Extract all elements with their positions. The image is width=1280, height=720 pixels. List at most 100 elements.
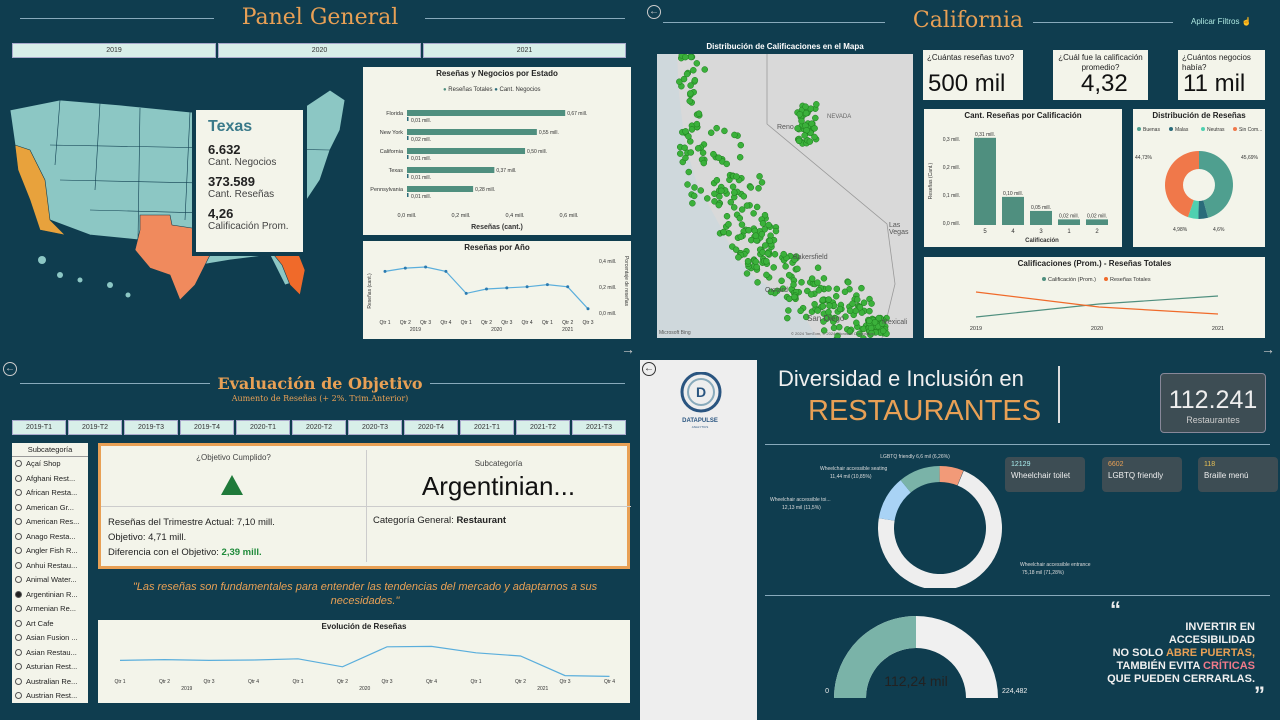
slicer-item[interactable]: Afghani Rest... [12,472,88,487]
map-point [798,279,805,286]
quarter-tab-2020-T4[interactable]: 2020-T4 [404,420,458,435]
donut-slice [1187,200,1199,219]
map-point [832,293,840,300]
bar-negocios [407,136,409,140]
back-icon-3[interactable]: ← [3,362,17,376]
subcategoria-slicer[interactable]: Subcategoría Açaí Shop Afghani Rest... Afr… [12,443,88,703]
quarter-tab-2020-T2[interactable]: 2020-T2 [292,420,346,435]
slicer-item[interactable]: American Gr... [12,501,88,516]
california-title: California [912,8,1024,33]
subcat-title: Subcategoría [474,459,523,468]
slicer-item[interactable]: Austrian Rest... [12,689,88,704]
radio-button[interactable] [15,518,22,525]
stat-box: 6602 LGBTQ friendly [1102,457,1182,492]
restaurantes-gauge[interactable]: 112,24 mil 0 224,482 [820,610,1040,710]
slicer-item[interactable]: Asian Restau... [12,646,88,661]
quarter-tab-2019-T3[interactable]: 2019-T3 [124,420,178,435]
slicer-item-label: Australian Re... [26,676,78,686]
year-tab-2021[interactable]: 2021 [423,43,626,58]
states-bar-chart[interactable]: Reseñas y Negocios por Estado ● Reseñas … [363,67,631,235]
radio-button[interactable] [15,576,22,583]
apply-filters-button[interactable]: Aplicar Filtros ☝ [1191,17,1252,26]
slicer-item[interactable]: Art Cafe [12,617,88,632]
map-point [681,144,688,152]
slicer-item[interactable]: Asturian Rest... [12,660,88,675]
evo-quarter: Qtr 4 [426,679,437,685]
radio-button[interactable] [15,619,22,627]
radio-button[interactable] [15,503,22,511]
rating-cat: 3 [1039,229,1043,235]
slicer-item[interactable]: American Res... [12,515,88,530]
rating-chart[interactable]: Cant. Reseñas por Calificación 0,3 mill.… [924,109,1122,247]
map-point [697,187,705,194]
quarter-label: Qtr 2 [562,320,573,326]
map-point [778,277,785,285]
next-arrow-2[interactable]: → [1261,341,1275,357]
map-point [853,296,861,303]
quarter-tab-2019-T2[interactable]: 2019-T2 [68,420,122,435]
quarter-label: Qtr 1 [542,320,553,326]
quarter-tab-2020-T1[interactable]: 2020-T1 [236,420,290,435]
resenas-year-chart[interactable]: Reseñas por Año Qtr 1 Qtr 2 Qtr 3 Qtr 4 Qtr … [363,241,631,339]
radio-button[interactable] [15,460,22,467]
slicer-item[interactable]: Açaí Shop [12,457,88,472]
quarter-tab-2021-T3[interactable]: 2021-T3 [572,420,626,435]
map-point [758,179,766,186]
slicer-item[interactable]: Armenian Re... [12,602,88,617]
radio-button[interactable] [15,692,22,699]
donut-label: LGBTQ friendly 6,6 mil (6,26%) [880,454,950,460]
map-point [808,120,815,127]
radio-button[interactable] [15,489,22,496]
slicer-item[interactable]: Argentinian R... [12,588,88,603]
year-tab-2020[interactable]: 2020 [218,43,421,58]
radio-button[interactable] [15,663,22,670]
map-point [713,124,720,132]
radio-button[interactable] [15,590,22,598]
radio-button[interactable] [15,634,22,641]
kpi-negocios-v: 11 mil [1183,70,1246,97]
quarter-tab-2019-T4[interactable]: 2019-T4 [180,420,234,435]
slicer-item[interactable]: African Resta... [12,486,88,501]
evaluacion-title: Evaluación de Objetivo [217,374,423,393]
map-point [833,285,841,293]
back-icon[interactable]: ← [647,5,661,19]
inclusion-slice [878,480,911,521]
radio-button[interactable] [15,561,22,569]
radio-button[interactable] [15,605,22,612]
slicer-item-label: Asian Restau... [26,647,77,657]
quarter-tab-2020-T3[interactable]: 2020-T3 [348,420,402,435]
quarter-tab-2021-T2[interactable]: 2021-T2 [516,420,570,435]
radio-button[interactable] [15,648,22,656]
slicer-item[interactable]: Asian Fusion ... [12,631,88,646]
radio-button[interactable] [15,677,22,685]
next-arrow[interactable]: → [621,341,635,357]
quarter-tab-2019-T1[interactable]: 2019-T1 [12,420,66,435]
evolucion-chart[interactable]: Evolución de Reseñas Qtr 1 Qtr 2 Qtr 3 Qtr … [98,620,630,703]
map-point [846,328,854,335]
inclusion-donut[interactable]: LGBTQ friendly 6,6 mil (6,26%) Wheelchair… [760,448,1140,588]
year-tab-2019[interactable]: 2019 [12,43,216,58]
slicer-item[interactable]: Anhui Restau... [12,559,88,574]
california-map[interactable]: Distribución de Calificaciones en el Map… [657,42,913,338]
combo-chart[interactable]: Calificaciones (Prom.) - Reseñas Totales… [924,257,1265,338]
slicer-item-label: Asturian Rest... [26,662,78,671]
map-point [691,76,699,84]
distribution-donut[interactable]: Distribución de Reseñas Buenas Malas Neutr… [1133,109,1265,247]
donut-legend: Neutras [1207,127,1225,133]
radio-button[interactable] [15,474,22,482]
bar-value: 0,55 mill. [539,130,559,136]
slicer-item[interactable]: Angler Fish R... [12,544,88,559]
ylabel-left: Reseñas (cant.) [367,273,373,309]
rating-value: 0,02 mill. [1087,213,1107,219]
evo-quarter: Qtr 2 [337,679,348,685]
slicer-item[interactable]: Animal Water... [12,573,88,588]
slicer-item[interactable]: Anago Resta... [12,530,88,545]
map-point [759,249,766,256]
radio-button[interactable] [15,532,22,540]
bar-label: Pennsylvania [370,187,404,193]
map-point [868,300,875,307]
radio-button[interactable] [15,547,22,554]
slicer-item[interactable]: Australian Re... [12,675,88,690]
quarter-tab-2021-T1[interactable]: 2021-T1 [460,420,514,435]
back-icon-4[interactable]: ← [642,362,656,376]
